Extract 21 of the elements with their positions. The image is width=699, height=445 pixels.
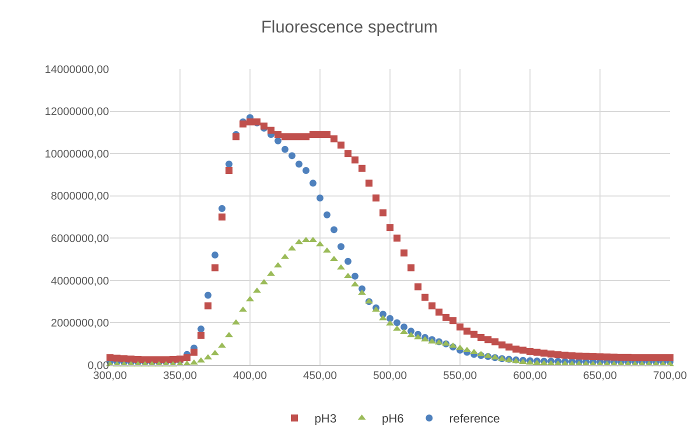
y-tick-label: 10000000,00 [44, 148, 109, 160]
x-tick-label: 550,00 [443, 370, 477, 382]
y-tick-label: 4000000,00 [50, 275, 109, 288]
x-tick-label: 350,00 [163, 370, 197, 382]
x-tick-label: 650,00 [583, 370, 617, 382]
x-tick-label: 600,00 [513, 370, 547, 382]
chart-title: Fluorescence spectrum [261, 18, 438, 37]
legend-label: pH6 [382, 412, 404, 426]
y-tick-label: 6000000,00 [50, 232, 109, 245]
legend-label: pH3 [314, 412, 337, 426]
x-tick-label: 300,00 [93, 370, 127, 382]
y-tick-label: 12000000,00 [44, 106, 109, 118]
y-tick-label: 2000000,00 [50, 318, 109, 330]
x-tick-label: 700,00 [653, 370, 687, 382]
x-tick-label: 400,00 [233, 370, 267, 382]
y-tick-label: 8000000,00 [50, 190, 109, 203]
x-tick-label: 450,00 [303, 370, 337, 382]
y-tick-label: 14000000,00 [44, 64, 109, 76]
legend-label: reference [449, 412, 500, 426]
x-tick-label: 500,00 [373, 370, 407, 382]
y-tick-label: 0,00 [88, 360, 109, 372]
